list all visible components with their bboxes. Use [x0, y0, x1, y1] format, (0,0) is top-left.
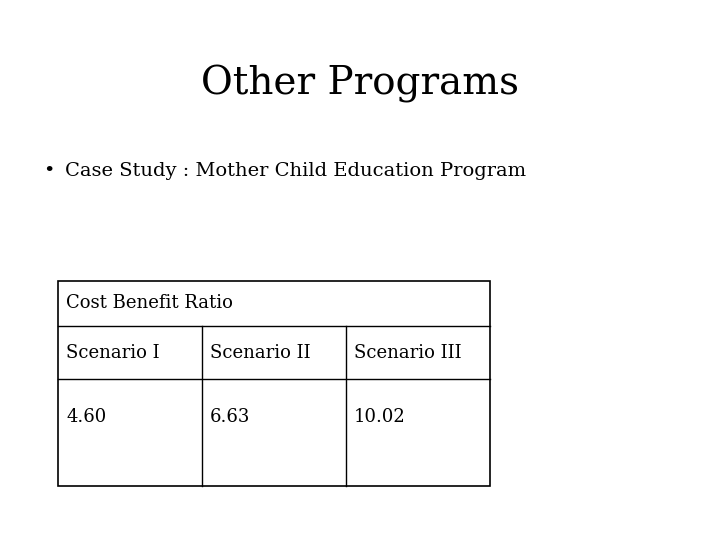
Text: Case Study : Mother Child Education Program: Case Study : Mother Child Education Prog… [65, 162, 526, 180]
Text: Scenario III: Scenario III [354, 343, 462, 362]
Text: Scenario II: Scenario II [210, 343, 311, 362]
Text: Scenario I: Scenario I [66, 343, 160, 362]
Text: Other Programs: Other Programs [201, 65, 519, 103]
Text: Cost Benefit Ratio: Cost Benefit Ratio [66, 294, 233, 312]
Text: 6.63: 6.63 [210, 408, 251, 426]
Text: •: • [43, 162, 55, 180]
Text: 4.60: 4.60 [66, 408, 107, 426]
Text: 10.02: 10.02 [354, 408, 406, 426]
